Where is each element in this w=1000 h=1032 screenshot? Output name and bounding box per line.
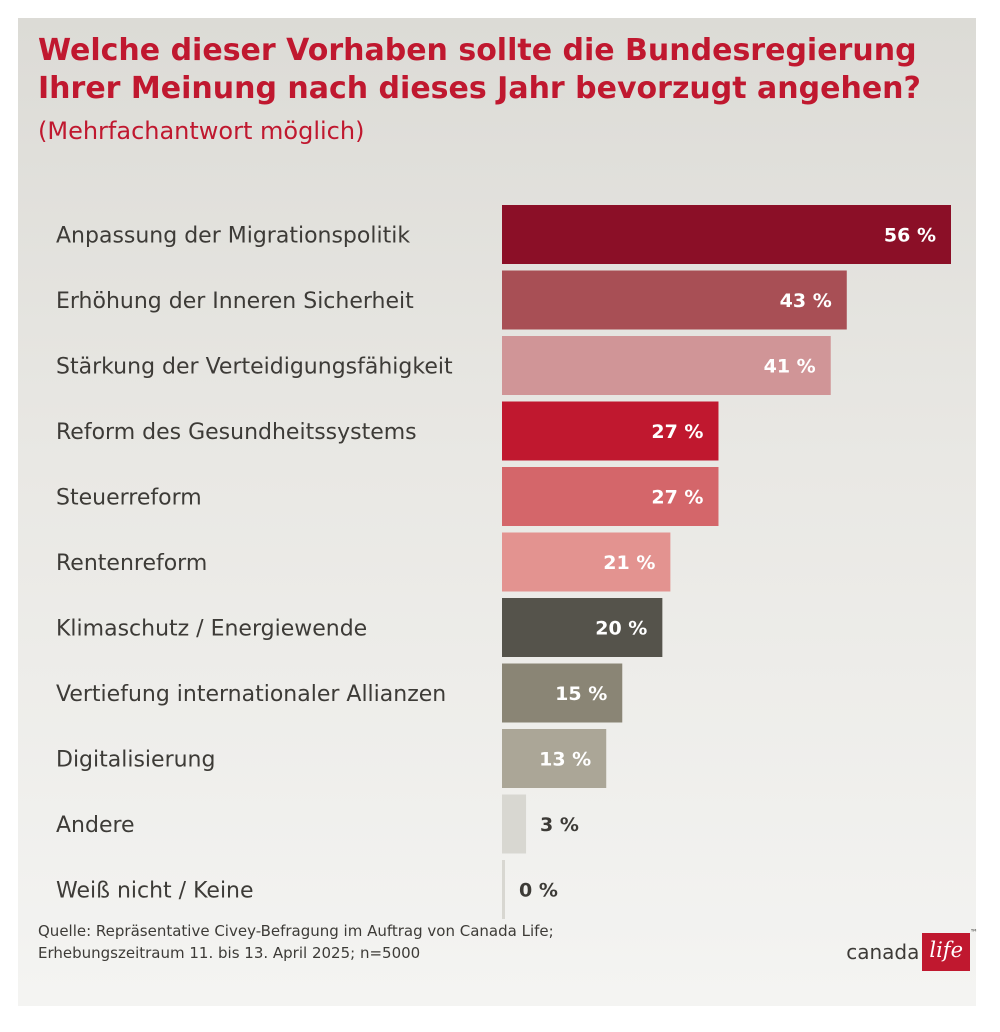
bar [502,270,847,330]
value-label: 0 % [519,880,558,902]
category-label: Anpassung der Migrationspolitik [56,224,410,249]
chart-card [18,18,976,1006]
bar [502,663,623,723]
logo-word: canada [846,940,920,964]
bar [502,860,505,919]
bar [502,205,951,264]
bar [502,794,527,854]
source-note: Quelle: Repräsentative Civey-Befragung i… [38,920,554,964]
category-label: Weiß nicht / Keine [56,879,254,904]
value-label: 43 % [780,290,832,312]
bar [502,401,719,461]
category-label: Rentenreform [56,551,207,576]
value-label: 41 % [764,356,816,378]
bar [502,598,663,657]
title-line-1: Welche dieser Vorhaben sollte die Bundes… [38,33,917,68]
value-label: 27 % [651,487,703,509]
category-label: Stärkung der Verteidigungsfähigkeit [56,355,453,380]
bar [502,336,831,395]
value-label: 15 % [555,683,607,705]
category-label: Andere [56,813,135,838]
category-label: Klimaschutz / Energiewende [56,617,367,642]
bar [502,467,719,526]
canada-life-logo: canada life ™ [846,928,978,974]
category-label: Erhöhung der Inneren Sicherheit [56,289,414,314]
logo-box: life [922,933,970,971]
category-label: Vertiefung internationaler Allianzen [56,682,446,707]
logo-trademark: ™ [970,928,978,937]
source-line-1: Quelle: Repräsentative Civey-Befragung i… [38,922,554,940]
bar [502,532,671,592]
source-line-2: Erhebungszeitraum 11. bis 13. April 2025… [38,944,421,962]
title-line-2: Ihrer Meinung nach dieses Jahr bevorzugt… [38,71,921,106]
value-label: 21 % [603,552,655,574]
category-label: Digitalisierung [56,748,215,773]
value-label: 3 % [540,814,579,836]
category-label: Reform des Gesundheitssystems [56,420,417,445]
value-label: 20 % [595,618,647,640]
chart-title: Welche dieser Vorhaben sollte die Bundes… [38,32,938,108]
value-label: 56 % [884,225,936,247]
chart-subtitle: (Mehrfachantwort möglich) [38,117,365,145]
value-label: 27 % [651,421,703,443]
category-label: Steuerreform [56,486,202,511]
bar [502,729,607,788]
value-label: 13 % [539,749,591,771]
